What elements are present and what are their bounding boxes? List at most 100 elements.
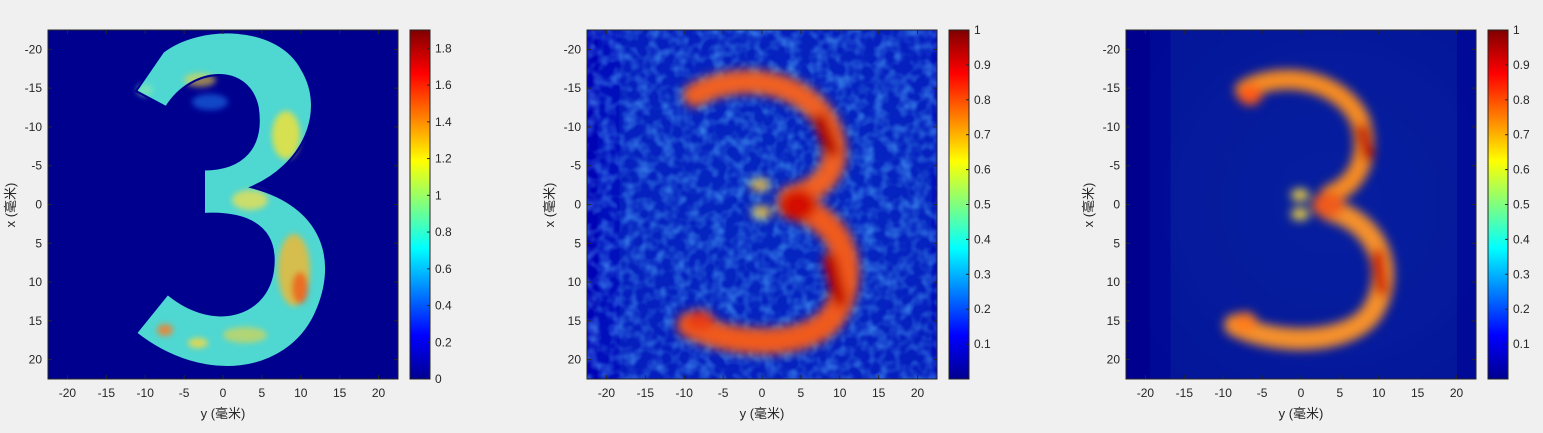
colorbar-tick-label: 0.4 <box>1513 232 1530 246</box>
y-axis-label: x (毫米) <box>542 183 557 228</box>
y-tick-label: -5 <box>570 159 581 173</box>
y-tick-labels: -20 -15 -10 -5 0 5 10 15 20 <box>1103 42 1476 367</box>
colorbar-tick-label: 0.2 <box>1513 302 1530 316</box>
y-tick-label: 20 <box>1107 353 1121 367</box>
colorbar-tick-labels: 0 0.2 0.4 0.6 0.8 1 1.2 1.4 1.6 1.8 <box>427 41 452 386</box>
x-tick-label: 10 <box>1372 386 1386 400</box>
x-tick-labels: -20 -15 -10 -5 0 5 10 15 20 <box>1137 30 1464 400</box>
x-tick-label: 15 <box>1411 386 1425 400</box>
intensity-ridges <box>677 69 860 355</box>
y-tick-label: 15 <box>1107 314 1121 328</box>
colorbar-tick-label: 0.3 <box>1513 267 1530 281</box>
colorbar-tick-label: 1.6 <box>435 78 452 92</box>
x-tick-label: 20 <box>911 386 925 400</box>
colorbar-tick-label: 1.2 <box>435 152 452 166</box>
x-tick-label: -5 <box>1257 386 1268 400</box>
x-tick-label: -5 <box>718 386 729 400</box>
colorbar-tick-label: 0.6 <box>435 262 452 276</box>
y-tick-label: 10 <box>29 275 43 289</box>
colorbar-tick-label: 0.5 <box>1513 198 1530 212</box>
y-tick-label: -15 <box>1103 81 1121 95</box>
colorbar-tick-label: 0.5 <box>974 198 991 212</box>
x-axis-label: y (毫米) <box>740 406 785 421</box>
y-tick-labels: -20 -15 -10 -5 0 5 10 15 20 <box>25 42 398 367</box>
y-tick-labels: -20 -15 -10 -5 0 5 10 15 20 <box>564 42 937 367</box>
x-tick-labels: -20 -15 -10 -5 0 5 10 15 20 <box>598 30 925 400</box>
x-tick-label: -5 <box>179 386 190 400</box>
colorbar-tick-label: 0.2 <box>435 335 452 349</box>
x-tick-label: -15 <box>1176 386 1194 400</box>
x-axis-label: y (毫米) <box>201 406 246 421</box>
colorbar-tick-label: 1 <box>974 23 981 37</box>
x-tick-label: -20 <box>1137 386 1155 400</box>
y-tick-label: 15 <box>568 314 582 328</box>
y-tick-label: -10 <box>564 120 582 134</box>
y-tick-label: 5 <box>574 236 581 250</box>
y-tick-label: 10 <box>568 275 582 289</box>
x-tick-label: 0 <box>1298 386 1305 400</box>
y-tick-label: 15 <box>29 314 43 328</box>
x-tick-label: 15 <box>333 386 347 400</box>
x-tick-label: 5 <box>1337 386 1344 400</box>
x-axis-label: y (毫米) <box>1279 406 1324 421</box>
y-tick-label: 5 <box>35 236 42 250</box>
y-tick-label: -20 <box>25 42 43 56</box>
colorbar-tick-label: 0.9 <box>974 58 991 72</box>
x-tick-label: 15 <box>872 386 886 400</box>
colorbar-tick-label: 0.1 <box>974 337 991 351</box>
x-tick-label: -10 <box>676 386 694 400</box>
heatmap-panel-2: -20 -15 -10 -5 0 5 10 15 20 -20-15-10-505101520 … <box>542 23 991 421</box>
colorbar-tick-label: 0 <box>435 372 442 386</box>
colorbar-tick-labels: 0.1 0.2 0.3 0.4 0.5 0.6 0.7 0.8 0.9 1 <box>966 23 991 351</box>
y-tick-label: 20 <box>29 353 43 367</box>
intensity-ridges <box>1224 69 1394 350</box>
colorbar-tick-label: 1 <box>435 188 442 202</box>
y-tick-label: -15 <box>25 81 43 95</box>
x-tick-label: 5 <box>798 386 805 400</box>
x-tick-labels: -20 -15 -10 -5 0 5 10 15 20 <box>59 30 386 400</box>
y-tick-label: -20 <box>1103 42 1121 56</box>
x-tick-label: -10 <box>1215 386 1233 400</box>
colorbar-tick-label: 0.8 <box>974 93 991 107</box>
x-tick-label: -20 <box>59 386 77 400</box>
colorbar-tick-label: 0.6 <box>974 163 991 177</box>
y-tick-label: 0 <box>1113 198 1120 212</box>
colorbar <box>409 29 431 380</box>
colorbar-tick-label: 0.4 <box>974 232 991 246</box>
colorbar-tick-label: 0.3 <box>974 267 991 281</box>
y-axis-label: x (毫米) <box>3 183 18 228</box>
y-tick-label: 20 <box>568 353 582 367</box>
y-tick-label: 0 <box>35 198 42 212</box>
x-tick-label: 0 <box>220 386 227 400</box>
x-tick-label: 20 <box>1450 386 1464 400</box>
heatmap-panel-3: -20 -15 -10 -5 0 5 10 15 20 -20-15-10-505101520 … <box>1081 23 1530 421</box>
colorbar-tick-label: 0.7 <box>974 128 991 142</box>
colorbar-tick-label: 0.6 <box>1513 163 1530 177</box>
x-tick-label: -15 <box>98 386 116 400</box>
y-tick-label: -15 <box>564 81 582 95</box>
colorbar-tick-label: 0.7 <box>1513 128 1530 142</box>
y-tick-label: 5 <box>1113 236 1120 250</box>
x-tick-label: 10 <box>294 386 308 400</box>
colorbar-tick-label: 0.2 <box>974 302 991 316</box>
colorbar-tick-label: 0.8 <box>435 225 452 239</box>
y-axis-label: x (毫米) <box>1081 183 1096 228</box>
x-tick-label: 5 <box>259 386 266 400</box>
colorbar-tick-label: 0.4 <box>435 299 452 313</box>
x-tick-label: -20 <box>598 386 616 400</box>
y-tick-label: -20 <box>564 42 582 56</box>
y-tick-label: -5 <box>1109 159 1120 173</box>
colorbar-tick-label: 0.9 <box>1513 58 1530 72</box>
colorbar-tick-label: 1.4 <box>435 115 452 129</box>
x-tick-label: 0 <box>759 386 766 400</box>
x-tick-label: 20 <box>372 386 386 400</box>
heatmap-panel-1: -20 -15 -10 -5 0 5 10 15 20 -20-15-10-505101520 … <box>3 29 452 421</box>
colorbar-tick-label: 1.8 <box>435 41 452 55</box>
x-tick-label: -15 <box>637 386 655 400</box>
x-tick-label: 10 <box>833 386 847 400</box>
y-tick-label: -10 <box>1103 120 1121 134</box>
colorbar-tick-label: 0.1 <box>1513 337 1530 351</box>
y-tick-label: -5 <box>31 159 42 173</box>
colorbar-tick-label: 0.8 <box>1513 93 1530 107</box>
y-tick-label: 10 <box>1107 275 1121 289</box>
